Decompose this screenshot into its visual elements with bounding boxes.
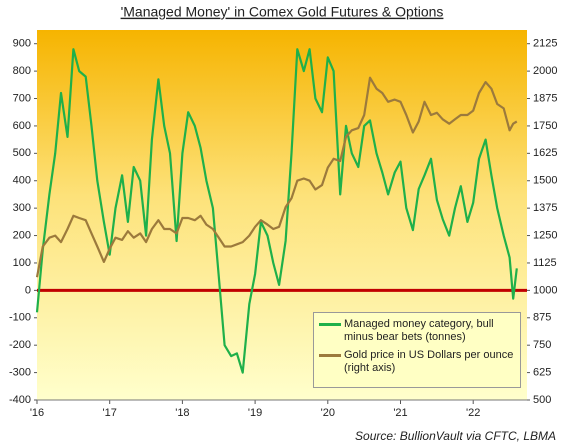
x-tick-label: '16 xyxy=(30,407,44,419)
x-tick-label: '19 xyxy=(248,407,262,419)
source-note: Source: BullionVault via CFTC, LBMA xyxy=(355,429,556,443)
y2-tick-label: 1375 xyxy=(533,202,557,214)
y2-tick-label: 875 xyxy=(533,312,551,324)
x-tick-label: '20 xyxy=(321,407,335,419)
y-tick-label: 500 xyxy=(13,147,31,159)
y-tick-label: 300 xyxy=(13,202,31,214)
data-line xyxy=(35,76,518,278)
y2-tick-label: 625 xyxy=(533,366,551,378)
y-tick-label: 100 xyxy=(13,257,31,269)
y-tick-label: 400 xyxy=(13,175,31,187)
legend-item: Gold price in US Dollars per ounce (righ… xyxy=(314,349,520,375)
y-tick-label: 600 xyxy=(13,120,31,132)
y-tick-label: 900 xyxy=(13,38,31,50)
y-tick-label: 700 xyxy=(13,92,31,104)
y-tick-label: 800 xyxy=(13,65,31,77)
y-tick-label: 200 xyxy=(13,229,31,241)
y2-tick-label: 1250 xyxy=(533,229,557,241)
y2-tick-label: 500 xyxy=(533,394,551,406)
data-line xyxy=(35,48,518,374)
x-tick-label: '18 xyxy=(175,407,189,419)
y2-tick-label: 1500 xyxy=(533,175,557,187)
y2-tick-label: 2125 xyxy=(533,38,557,50)
legend-label: Gold price in US Dollars per ounce (righ… xyxy=(344,349,514,374)
y2-tick-label: 750 xyxy=(533,339,551,351)
y-tick-label: -200 xyxy=(9,339,31,351)
legend-item: Managed money category, bull minus bear … xyxy=(314,318,520,344)
y2-tick-label: 2000 xyxy=(533,65,557,77)
y2-tick-label: 1875 xyxy=(533,92,557,104)
x-tick-label: '22 xyxy=(466,407,480,419)
y2-tick-label: 1750 xyxy=(533,120,557,132)
legend-label: Managed money category, bull minus bear … xyxy=(344,318,494,343)
legend: Managed money category, bull minus bear … xyxy=(313,312,521,388)
y2-tick-label: 1125 xyxy=(533,257,557,269)
chart-title: 'Managed Money' in Comex Gold Futures & … xyxy=(121,4,444,20)
y-tick-label: 0 xyxy=(25,284,31,296)
y2-tick-label: 1000 xyxy=(533,284,557,296)
y2-tick-label: 1625 xyxy=(533,147,557,159)
y-tick-label: -300 xyxy=(9,366,31,378)
x-tick-label: '17 xyxy=(103,407,117,419)
y-tick-label: -100 xyxy=(9,312,31,324)
legend-swatch xyxy=(319,323,341,326)
y-tick-label: -400 xyxy=(9,394,31,406)
x-tick-label: '21 xyxy=(393,407,407,419)
legend-swatch xyxy=(319,354,341,357)
